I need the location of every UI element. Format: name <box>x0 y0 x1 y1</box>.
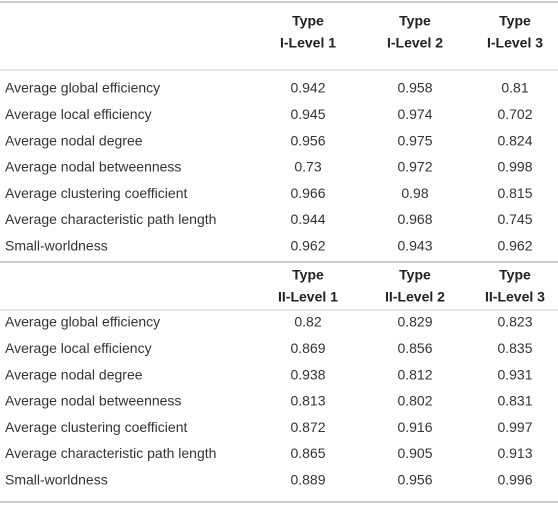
row-label: Average nodal degree <box>5 132 143 148</box>
column-header: II-Level 2 <box>385 289 445 305</box>
cell-value: 0.931 <box>497 366 532 382</box>
row-label: Average nodal betweenness <box>5 159 181 175</box>
cell-value: 0.997 <box>497 419 532 435</box>
cell-value: 0.945 <box>290 106 325 122</box>
cell-value: 0.968 <box>397 211 432 227</box>
cell-value: 0.82 <box>294 314 321 330</box>
cell-value: 0.73 <box>294 159 321 175</box>
row-label: Average local efficiency <box>5 106 152 122</box>
cell-value: 0.815 <box>497 185 532 201</box>
row-label: Average global efficiency <box>5 314 160 330</box>
column-header: II-Level 3 <box>485 289 545 305</box>
cell-value: 0.856 <box>397 340 432 356</box>
cell-value: 0.745 <box>497 211 532 227</box>
cell-value: 0.889 <box>290 472 325 488</box>
cell-value: 0.966 <box>290 185 325 201</box>
row-label: Average local efficiency <box>5 340 152 356</box>
column-header: Type <box>499 13 531 29</box>
row-label: Average characteristic path length <box>5 445 216 461</box>
cell-value: 0.974 <box>397 106 432 122</box>
row-label: Average global efficiency <box>5 80 160 96</box>
cell-value: 0.956 <box>290 132 325 148</box>
cell-value: 0.823 <box>497 314 532 330</box>
cell-value: 0.829 <box>397 314 432 330</box>
column-header: Type <box>399 13 431 29</box>
column-header: Type <box>292 267 324 283</box>
row-label: Average nodal degree <box>5 366 143 382</box>
cell-value: 0.998 <box>497 159 532 175</box>
column-header: II-Level 1 <box>278 289 338 305</box>
cell-value: 0.872 <box>290 419 325 435</box>
cell-value: 0.962 <box>290 238 325 254</box>
cell-value: 0.942 <box>290 80 325 96</box>
cell-value: 0.869 <box>290 340 325 356</box>
cell-value: 0.944 <box>290 211 325 227</box>
cell-value: 0.943 <box>397 238 432 254</box>
row-label: Average characteristic path length <box>5 211 216 227</box>
cell-value: 0.813 <box>290 393 325 409</box>
cell-value: 0.802 <box>397 393 432 409</box>
cell-value: 0.865 <box>290 445 325 461</box>
column-header: I-Level 1 <box>280 35 336 51</box>
cell-value: 0.812 <box>397 366 432 382</box>
cell-value: 0.958 <box>397 80 432 96</box>
row-label: Average clustering coefficient <box>5 185 187 201</box>
column-header: I-Level 2 <box>387 35 443 51</box>
cell-value: 0.916 <box>397 419 432 435</box>
row-label: Small-worldness <box>5 472 108 488</box>
cell-value: 0.962 <box>497 238 532 254</box>
row-label: Average clustering coefficient <box>5 419 187 435</box>
cell-value: 0.913 <box>497 445 532 461</box>
cell-value: 0.975 <box>397 132 432 148</box>
cell-value: 0.996 <box>497 472 532 488</box>
cell-value: 0.905 <box>397 445 432 461</box>
cell-value: 0.938 <box>290 366 325 382</box>
column-header: Type <box>499 267 531 283</box>
cell-value: 0.98 <box>401 185 428 201</box>
cell-value: 0.972 <box>397 159 432 175</box>
cell-value: 0.81 <box>501 80 528 96</box>
column-header: I-Level 3 <box>487 35 543 51</box>
column-header: Type <box>292 13 324 29</box>
cell-value: 0.956 <box>397 472 432 488</box>
row-label: Small-worldness <box>5 238 108 254</box>
cell-value: 0.831 <box>497 393 532 409</box>
cell-value: 0.835 <box>497 340 532 356</box>
column-header: Type <box>399 267 431 283</box>
cell-value: 0.824 <box>497 132 532 148</box>
cell-value: 0.702 <box>497 106 532 122</box>
row-label: Average nodal betweenness <box>5 393 181 409</box>
